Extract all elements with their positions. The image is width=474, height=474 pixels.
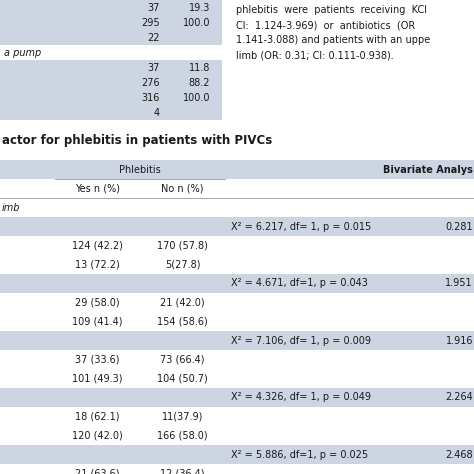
Bar: [0, 312, 474, 331]
Text: 166 (58.0): 166 (58.0): [157, 430, 208, 440]
Text: 109 (41.4): 109 (41.4): [72, 317, 123, 327]
Bar: [0, 445, 474, 464]
Text: 22: 22: [147, 33, 160, 43]
Text: X² = 4.326, df= 1, p = 0.049: X² = 4.326, df= 1, p = 0.049: [231, 392, 371, 402]
Text: 21 (63.6): 21 (63.6): [75, 468, 120, 474]
Text: 73 (66.4): 73 (66.4): [160, 355, 205, 365]
Text: 88.2: 88.2: [189, 78, 210, 88]
Bar: [0, 217, 474, 236]
Text: 124 (42.2): 124 (42.2): [72, 240, 123, 250]
Text: 19.3: 19.3: [189, 2, 210, 12]
Bar: [0, 198, 474, 217]
Text: 1.916: 1.916: [446, 336, 473, 346]
Bar: [0, 179, 474, 198]
Text: 13 (72.2): 13 (72.2): [75, 259, 120, 270]
Bar: [0, 407, 474, 426]
Text: X² = 4.671, df=1, p = 0.043: X² = 4.671, df=1, p = 0.043: [231, 279, 368, 289]
Text: actor for phlebitis in patients with PIVCs: actor for phlebitis in patients with PIV…: [2, 134, 272, 147]
Bar: [0, 236, 474, 255]
Text: limb (OR: 0.31; Cl: 0.111-0.938).: limb (OR: 0.31; Cl: 0.111-0.938).: [236, 50, 394, 60]
Bar: [0, 45, 222, 60]
Text: 170 (57.8): 170 (57.8): [157, 240, 208, 250]
Text: 12 (36.4): 12 (36.4): [160, 468, 205, 474]
Text: 37: 37: [147, 2, 160, 12]
Text: Yes n (%): Yes n (%): [75, 183, 120, 193]
Text: 1.141-3.088) and patients with an uppe: 1.141-3.088) and patients with an uppe: [236, 35, 430, 45]
Text: Bivariate Analys: Bivariate Analys: [383, 164, 473, 174]
Text: 120 (42.0): 120 (42.0): [72, 430, 123, 440]
Bar: [0, 369, 474, 388]
Text: 21 (42.0): 21 (42.0): [160, 298, 205, 308]
Text: phlebitis  were  patients  receiving  KCl: phlebitis were patients receiving KCl: [236, 5, 427, 15]
Text: Cl:  1.124-3.969)  or  antibiotics  (OR: Cl: 1.124-3.969) or antibiotics (OR: [236, 20, 415, 30]
Text: 100.0: 100.0: [182, 92, 210, 102]
Text: imb: imb: [2, 202, 20, 212]
Text: 11(37.9): 11(37.9): [162, 411, 203, 421]
Text: a pump: a pump: [4, 47, 41, 57]
Text: X² = 5.886, df=1, p = 0.025: X² = 5.886, df=1, p = 0.025: [231, 449, 368, 459]
Text: No n (%): No n (%): [161, 183, 204, 193]
Bar: [0, 331, 474, 350]
Bar: [0, 274, 474, 293]
Text: 295: 295: [141, 18, 160, 27]
Text: 37 (33.6): 37 (33.6): [75, 355, 120, 365]
Text: 11.8: 11.8: [189, 63, 210, 73]
Bar: [0, 426, 474, 445]
Bar: [0, 60, 222, 120]
Text: X² = 7.106, df= 1, p = 0.009: X² = 7.106, df= 1, p = 0.009: [231, 336, 371, 346]
Text: 100.0: 100.0: [182, 18, 210, 27]
Text: 29 (58.0): 29 (58.0): [75, 298, 120, 308]
Text: Phlebitis: Phlebitis: [119, 164, 161, 174]
Text: 37: 37: [147, 63, 160, 73]
Bar: [0, 160, 474, 179]
Text: 276: 276: [141, 78, 160, 88]
Text: 154 (58.6): 154 (58.6): [157, 317, 208, 327]
Text: X² = 6.217, df= 1, p = 0.015: X² = 6.217, df= 1, p = 0.015: [231, 221, 371, 231]
Bar: [0, 0, 222, 45]
Text: 1.951: 1.951: [446, 279, 473, 289]
Text: 5(27.8): 5(27.8): [165, 259, 200, 270]
Bar: [0, 255, 474, 274]
Bar: [0, 350, 474, 369]
Text: 2.468: 2.468: [446, 449, 473, 459]
Text: 101 (49.3): 101 (49.3): [72, 374, 123, 383]
Text: 0.281: 0.281: [446, 221, 473, 231]
Bar: [0, 293, 474, 312]
Text: 4: 4: [154, 108, 160, 118]
Text: 18 (62.1): 18 (62.1): [75, 411, 120, 421]
Bar: [0, 388, 474, 407]
Bar: [0, 464, 474, 474]
Text: 104 (50.7): 104 (50.7): [157, 374, 208, 383]
Text: 2.264: 2.264: [445, 392, 473, 402]
Text: 316: 316: [142, 92, 160, 102]
